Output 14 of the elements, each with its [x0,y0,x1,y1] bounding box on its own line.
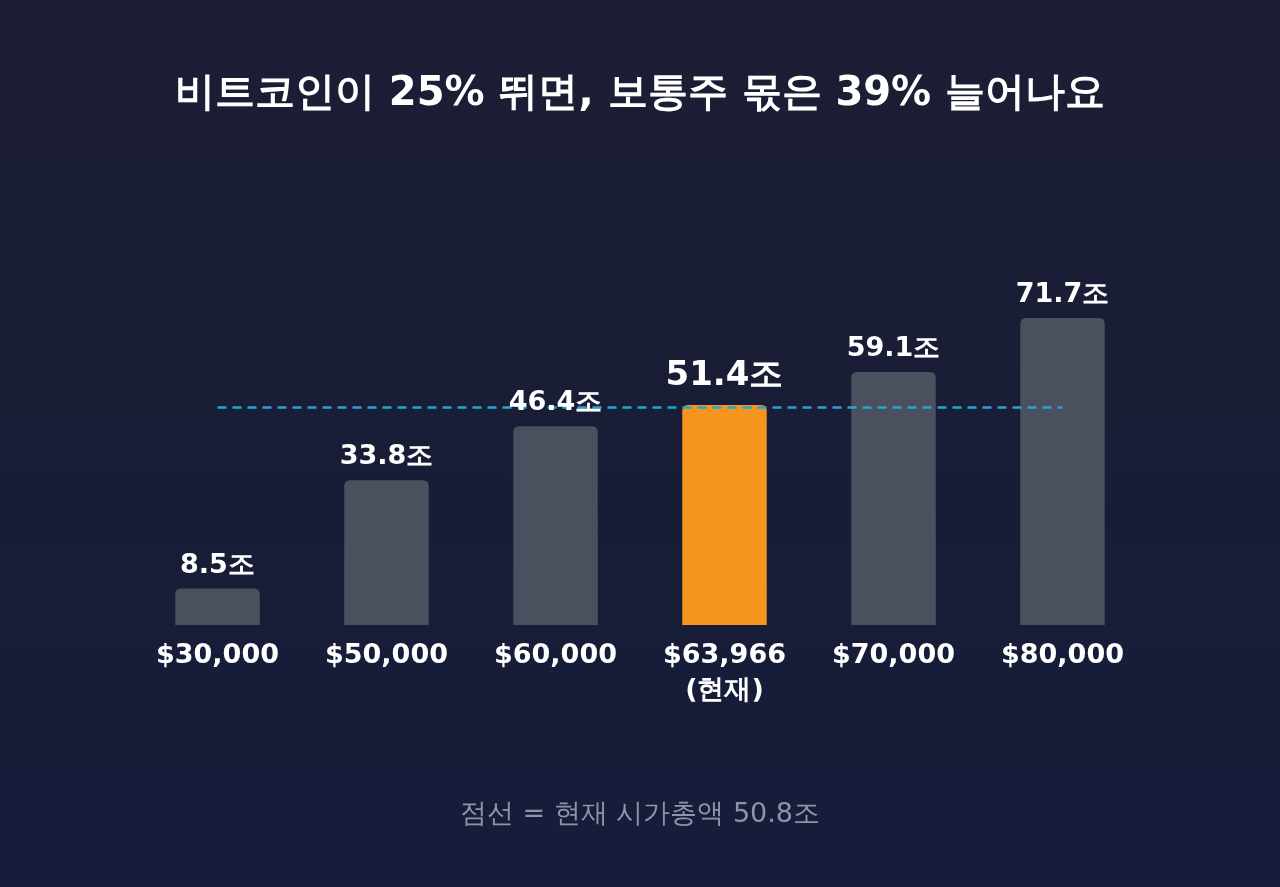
x-tick-label: $50,000 [325,638,448,669]
x-tick-label: $80,000 [1001,638,1124,669]
data-label: 8.5조 [180,547,255,579]
text: 점선 = 현재 시가총액 50.8조 [459,797,821,828]
data-label: 59.1조 [846,330,941,362]
x-tick-label: $70,000 [832,638,955,669]
data-label: 33.8조 [339,439,434,471]
x-tick-label: $30,000 [156,638,279,669]
data-label: 51.4조 [665,352,784,393]
x-tick-label: $60,000 [494,638,617,669]
data-label: 71.7조 [1015,277,1110,308]
x-tick-label: $63,966 (현재) [663,638,786,704]
chart-title: 비트코인이 25% 뛰면, 보통주 몫은 39% 늘어나요 [174,68,1106,114]
data-label: 46.4조 [508,385,603,417]
